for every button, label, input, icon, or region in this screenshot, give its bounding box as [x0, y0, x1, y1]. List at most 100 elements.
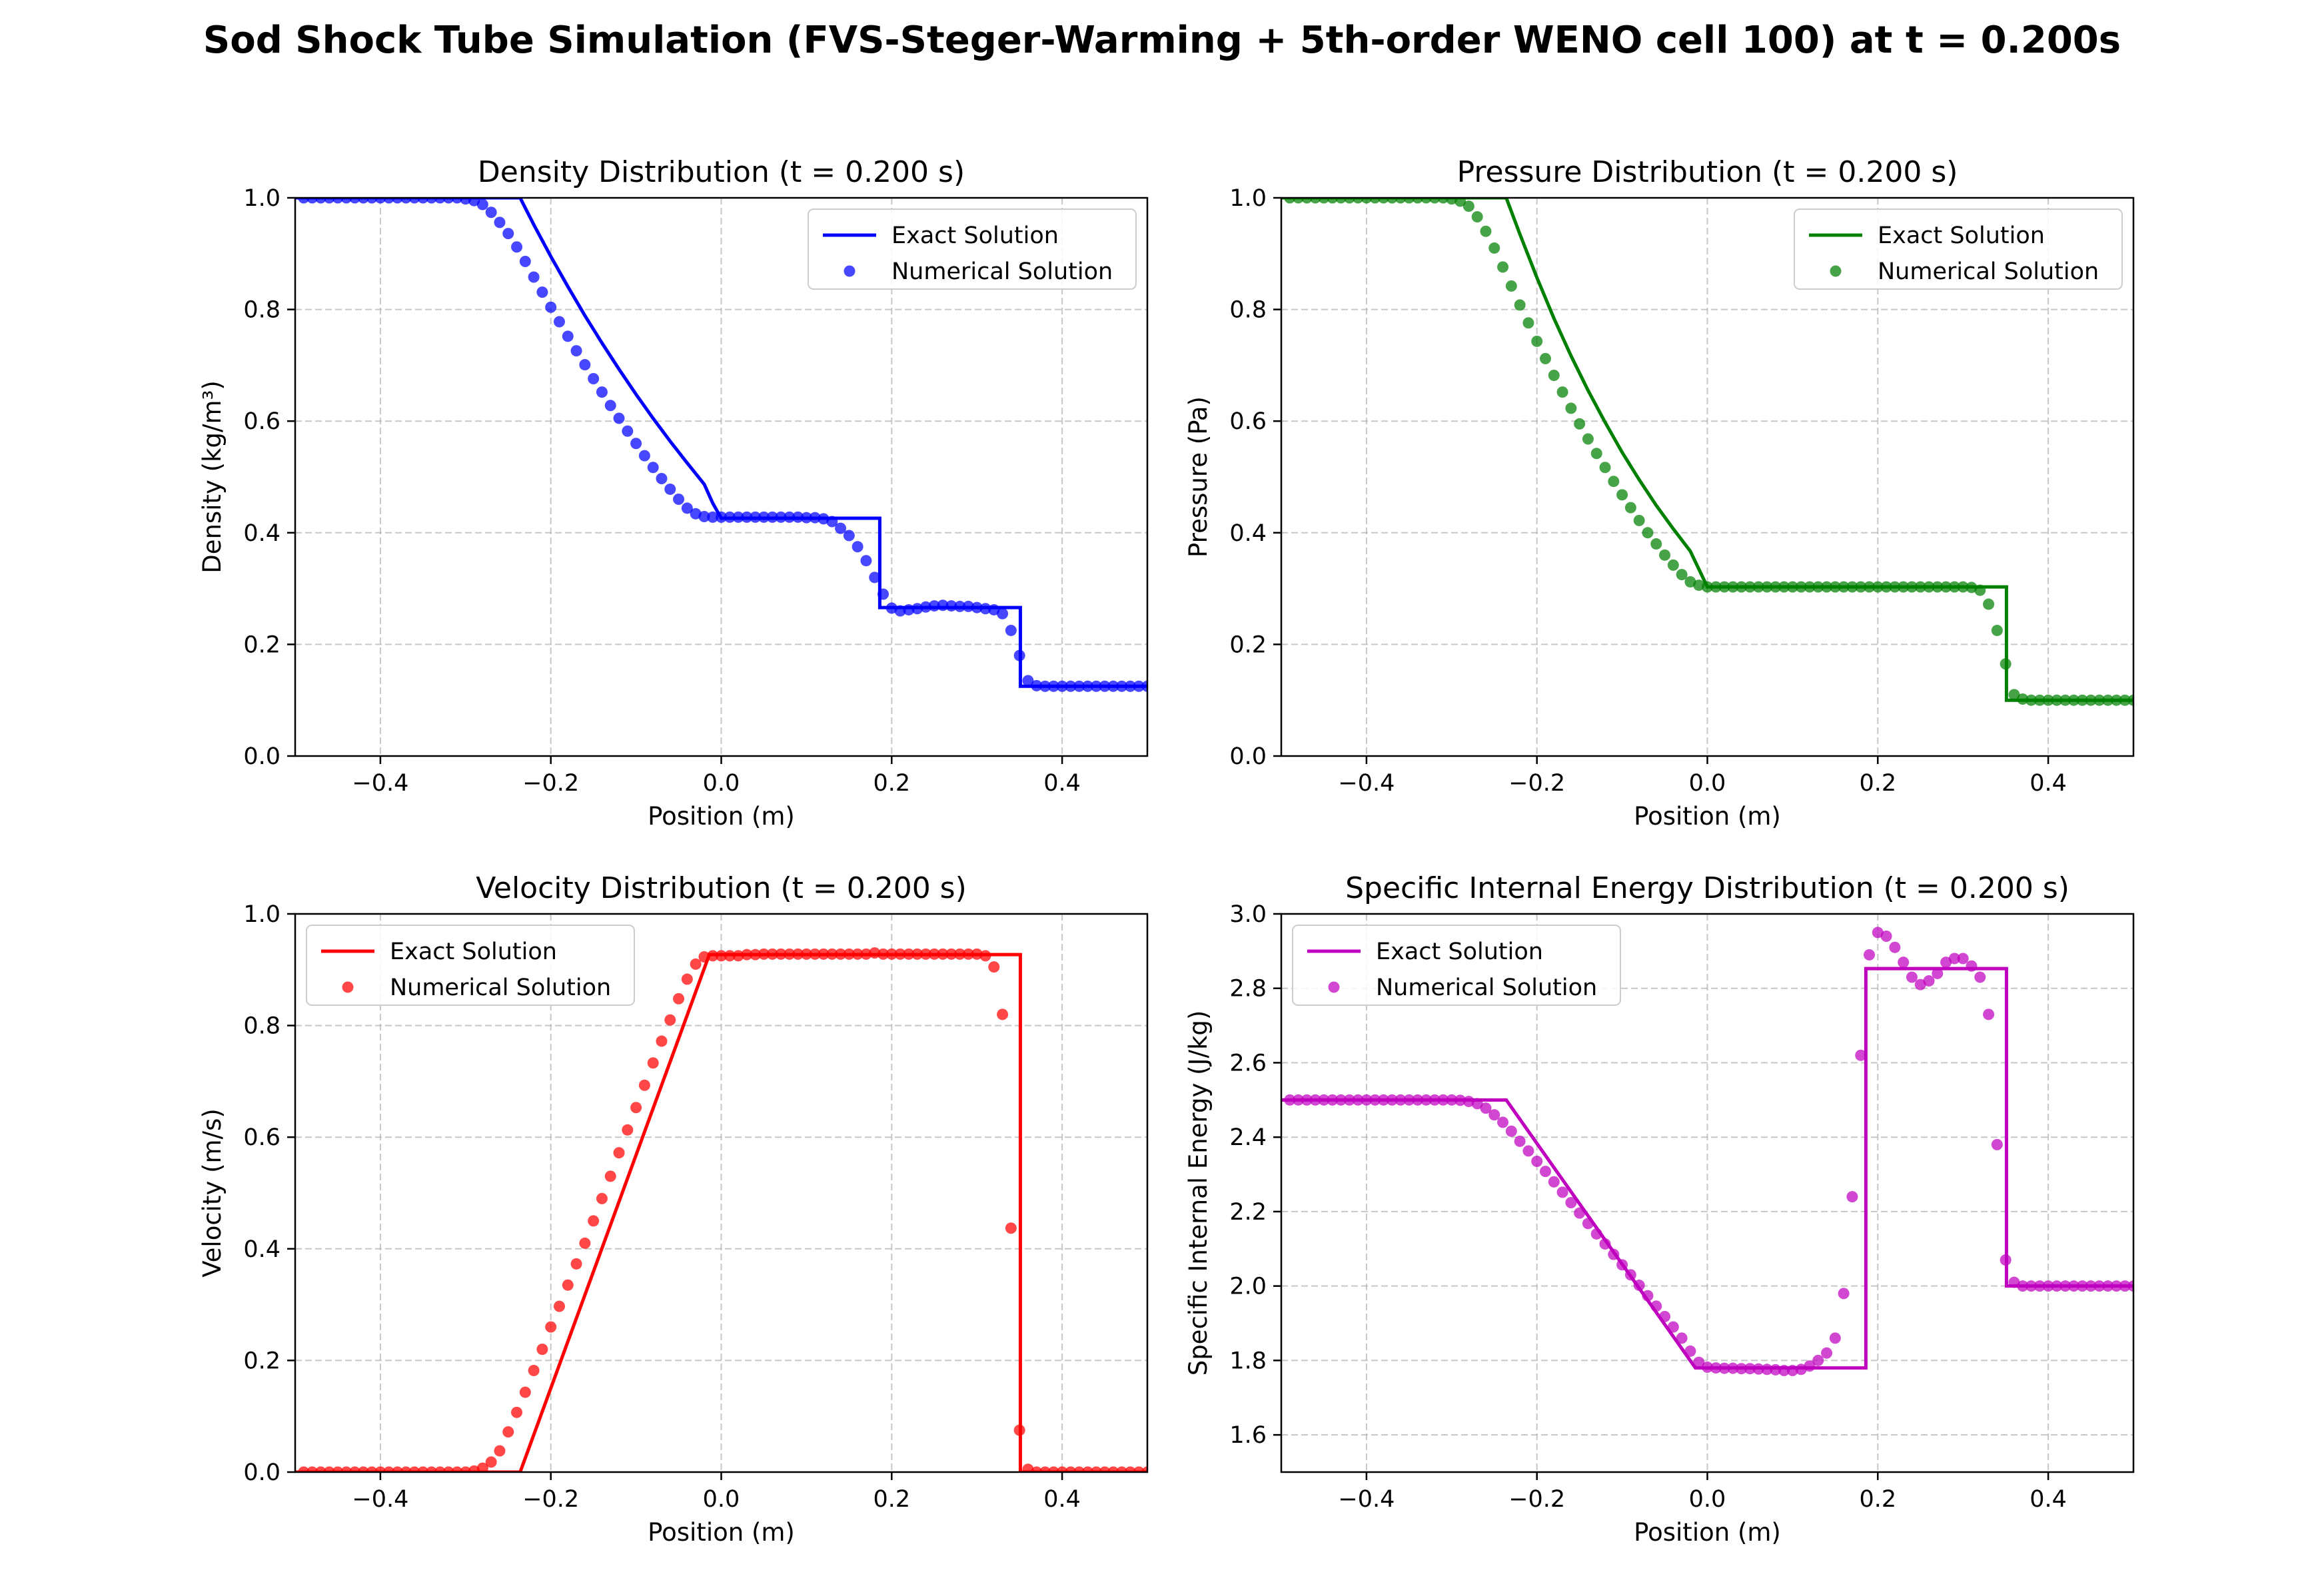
- velocity-numerical-point: [724, 950, 736, 962]
- energy-numerical-point: [1522, 1145, 1534, 1157]
- density-numerical-point: [570, 345, 582, 357]
- energy-numerical-point: [1684, 1345, 1696, 1357]
- density-ytick-label: 0.8: [243, 297, 281, 324]
- pressure-numerical-point: [1599, 462, 1611, 474]
- velocity-numerical-point: [1065, 1466, 1077, 1472]
- energy-numerical-point: [1582, 1218, 1594, 1230]
- pressure-numerical-point: [1403, 198, 1415, 204]
- pressure-numerical-point: [2093, 694, 2105, 706]
- density-numerical-point: [673, 494, 685, 506]
- energy-xtick-label: −0.4: [1338, 1486, 1395, 1513]
- density-numerical-point: [919, 601, 931, 613]
- energy-numerical-point: [1786, 1364, 1798, 1376]
- density-numerical-point: [298, 198, 310, 204]
- velocity-numerical-point: [562, 1279, 574, 1291]
- velocity-legend: Exact Solution Numerical Solution: [306, 925, 635, 1006]
- pressure-xtick-label: 0.0: [1689, 770, 1726, 797]
- energy-numerical-point: [2110, 1280, 2122, 1292]
- figure-suptitle: Sod Shock Tube Simulation (FVS-Steger-Wa…: [203, 19, 2121, 62]
- density-numerical-point: [349, 198, 361, 204]
- density-numerical-point: [357, 198, 369, 204]
- density-xtick-label: 0.0: [703, 770, 740, 797]
- velocity-numerical-point: [690, 958, 702, 970]
- density-ytick-label: 0.6: [243, 408, 281, 435]
- pressure-numerical-point: [1676, 569, 1688, 581]
- velocity-numerical-point: [638, 1079, 650, 1091]
- density-numerical-point: [775, 511, 787, 523]
- pressure-numerical-point: [1514, 299, 1526, 311]
- velocity-numerical-point: [476, 1462, 488, 1472]
- pressure-numerical-point: [2026, 694, 2037, 706]
- pressure-numerical-point: [1821, 581, 1833, 593]
- energy-numerical-point: [1548, 1176, 1560, 1188]
- energy-numerical-point: [1846, 1191, 1858, 1203]
- density-numerical-point: [306, 198, 318, 204]
- density-subplot: −0.4 −0.2 0.0 0.2 0.4 0.0 0.2 0.4 0.6 0.8 1.0 Densi…: [198, 155, 1149, 831]
- pressure-numerical-point: [1446, 198, 1458, 205]
- pressure-numerical-point: [1932, 581, 1944, 593]
- energy-numerical-point: [1471, 1098, 1483, 1110]
- density-numerical-point: [903, 603, 915, 615]
- density-numerical-point: [502, 228, 514, 240]
- density-numerical-point: [690, 508, 702, 520]
- energy-numerical-point: [1650, 1300, 1662, 1312]
- velocity-numerical-point: [306, 1466, 318, 1472]
- velocity-numerical-point: [1022, 1463, 1034, 1472]
- density-numerical-point: [885, 602, 897, 614]
- density-numerical-point: [374, 198, 386, 204]
- energy-numerical-point: [1812, 1354, 1824, 1366]
- velocity-numerical-point: [426, 1466, 438, 1472]
- velocity-numerical-point: [349, 1466, 361, 1472]
- velocity-numerical-point: [1116, 1466, 1128, 1472]
- energy-numerical-point: [1778, 1364, 1790, 1376]
- density-xtick-label: −0.2: [522, 770, 579, 797]
- energy-numerical-point: [2059, 1280, 2071, 1292]
- energy-numerical-point: [1821, 1347, 1833, 1359]
- pressure-numerical-point: [2042, 694, 2054, 706]
- density-ytick-label: 0.0: [243, 743, 281, 770]
- density-ytick-label: 0.4: [243, 520, 281, 547]
- density-numerical-point: [1081, 680, 1093, 692]
- energy-numerical-point: [1667, 1321, 1679, 1333]
- pressure-numerical-point: [1914, 581, 1926, 593]
- velocity-numerical-point: [1124, 1466, 1136, 1472]
- energy-numerical-point: [2000, 1254, 2012, 1266]
- pressure-numerical-point: [1872, 581, 1884, 593]
- pressure-ytick-label: 0.8: [1229, 297, 1267, 324]
- velocity-numerical-point: [519, 1386, 531, 1398]
- pressure-numerical-point: [1761, 581, 1773, 593]
- velocity-numerical-point: [460, 1466, 472, 1472]
- density-numerical-point: [800, 512, 812, 524]
- energy-legend-label: Exact Solution: [1376, 939, 1543, 965]
- density-numerical-point: [426, 198, 438, 204]
- velocity-numerical-point: [885, 948, 897, 960]
- velocity-numerical-point: [1099, 1466, 1111, 1472]
- pressure-numerical-point: [1420, 198, 1432, 204]
- velocity-numerical-point: [528, 1364, 540, 1376]
- pressure-numerical-point: [1744, 581, 1756, 593]
- energy-numerical-point: [2017, 1280, 2029, 1292]
- pressure-numerical-point: [1437, 198, 1449, 204]
- density-numerical-point: [784, 511, 796, 523]
- velocity-numerical-point: [434, 1466, 446, 1472]
- velocity-xtick-label: −0.2: [522, 1486, 579, 1513]
- pressure-numerical-point: [1343, 198, 1355, 204]
- velocity-numerical-point: [400, 1466, 412, 1472]
- energy-numerical-point: [1437, 1094, 1449, 1106]
- energy-ytick-label: 2.4: [1229, 1124, 1267, 1151]
- energy-numerical-point: [1293, 1094, 1305, 1106]
- density-numerical-point: [476, 198, 488, 210]
- velocity-numerical-point: [647, 1057, 659, 1069]
- energy-numerical-point: [1309, 1094, 1321, 1106]
- energy-numerical-point: [1377, 1094, 1389, 1106]
- pressure-numerical-point: [1846, 581, 1858, 593]
- energy-numerical-point: [1872, 927, 1884, 939]
- pressure-numerical-point: [1812, 581, 1824, 593]
- density-numerical-point: [366, 198, 378, 204]
- energy-numerical-point: [1412, 1094, 1424, 1106]
- energy-numerical-point: [1642, 1290, 1654, 1302]
- pressure-numerical-point: [1361, 198, 1373, 204]
- energy-numerical-point: [1898, 957, 1910, 969]
- density-numerical-point: [451, 198, 463, 204]
- velocity-numerical-point: [1141, 1466, 1147, 1472]
